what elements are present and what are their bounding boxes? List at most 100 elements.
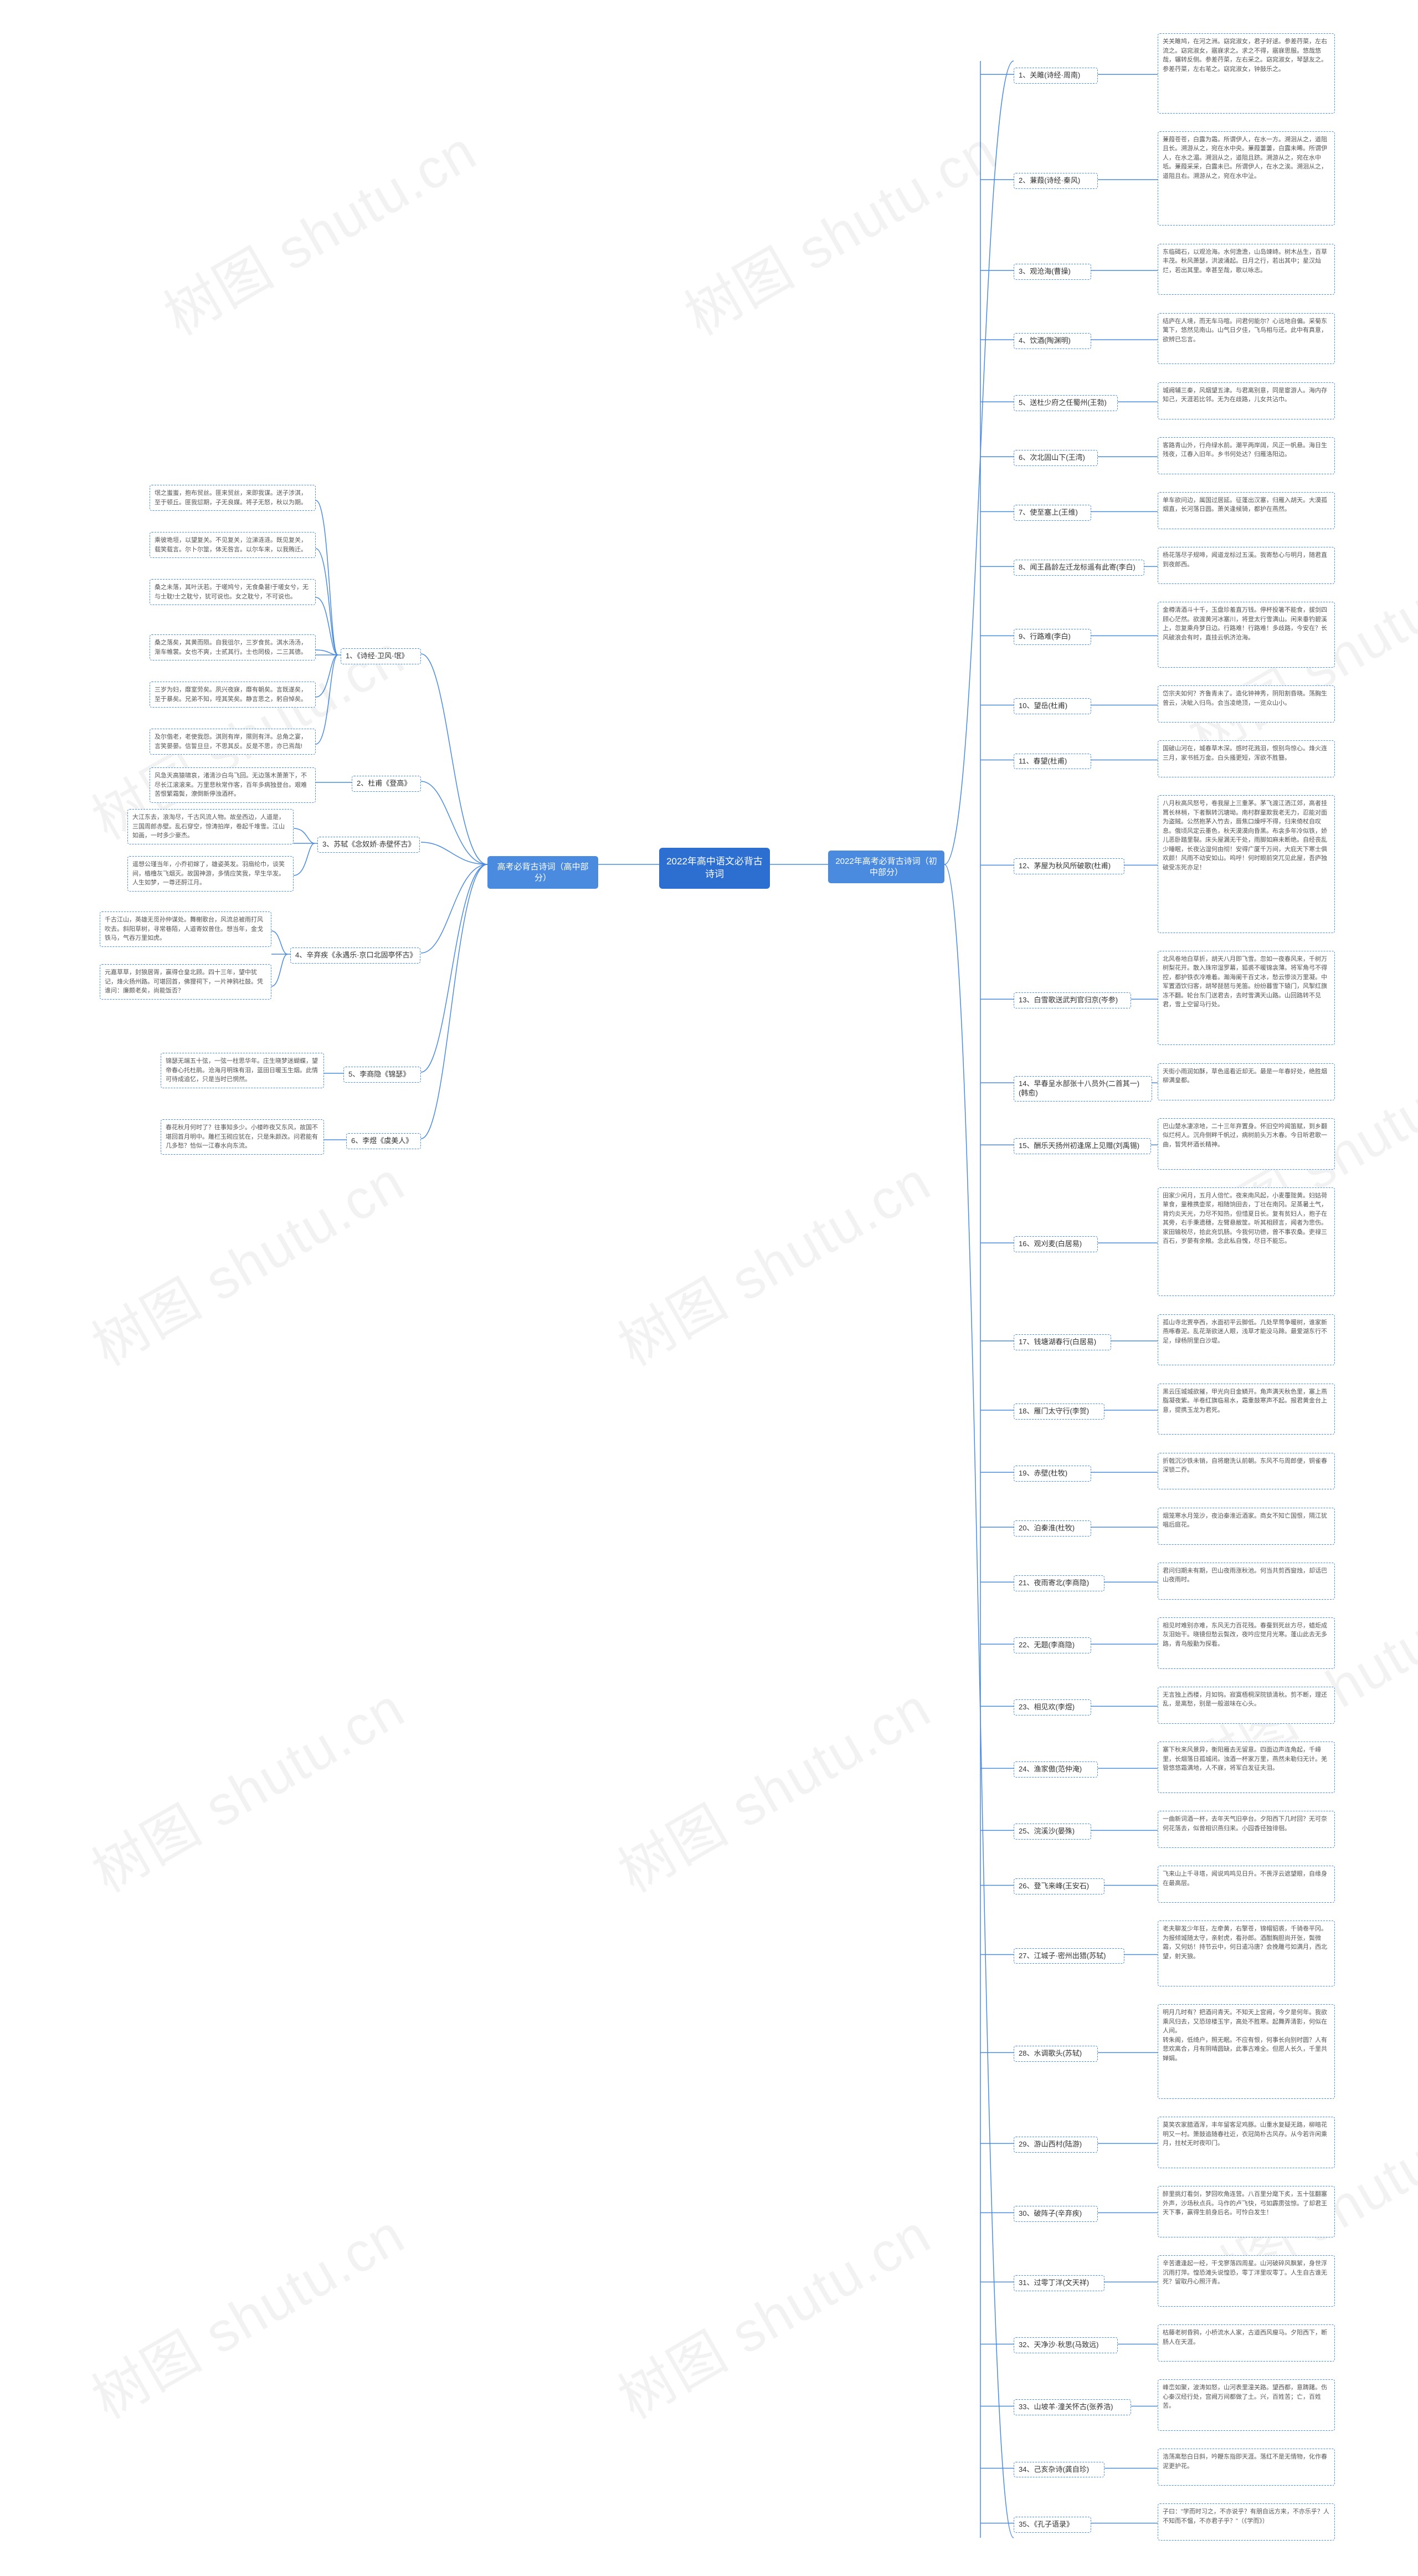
right-item-content: 醉里挑灯看剑，梦回吹角连营。八百里分麾下炙，五十弦翻塞外声，沙场秋点兵。马作的卢… [1158,2186,1335,2237]
right-item-title[interactable]: 12、茅屋为秋风所破歌(杜甫) [1014,858,1124,874]
left-item-content: 遥想公瑾当年，小乔初嫁了，雄姿英发。羽扇纶巾，谈笑间，樯橹灰飞烟灭。故国神游，多… [127,856,294,892]
right-item-title[interactable]: 30、破阵子(辛弃疾) [1014,2206,1098,2222]
right-item-content: 北风卷地白草折，胡天八月即飞雪。忽如一夜春风来，千树万树梨花开。散入珠帘湿罗幕，… [1158,951,1335,1046]
right-item-content: 国破山河在，城春草木深。感时花溅泪，恨别鸟惊心。烽火连三月，家书抵万金。白头搔更… [1158,740,1335,777]
right-item-title[interactable]: 34、己亥杂诗(龚自珍) [1014,2462,1104,2478]
left-item-title[interactable]: 4、辛弃疾《永遇乐·京口北固亭怀古》 [290,948,420,964]
right-item-content: 关关雎鸠，在河之洲。窈窕淑女，君子好逑。参差荇菜，左右流之。窈窕淑女，寤寐求之。… [1158,33,1335,114]
right-item-title[interactable]: 25、浣溪沙(晏殊) [1014,1824,1091,1840]
right-item-title[interactable]: 5、送杜少府之任蜀州(王勃) [1014,395,1118,411]
right-item-content: 孤山寺北贾亭西，水面初平云脚低。几处早莺争暖树，谁家新燕啄春泥。乱花渐欲迷人眼，… [1158,1314,1335,1366]
branch-right[interactable]: 2022年高考必背古诗词（初中部分） [828,851,944,883]
right-item-content: 塞下秋来风景异，衡阳雁去无留意。四面边声连角起，千嶂里，长烟落日孤城闭。浊酒一杯… [1158,1742,1335,1793]
right-item-title[interactable]: 8、闻王昌龄左迁龙标遥有此寄(李白) [1014,560,1144,576]
right-item-title[interactable]: 17、钱塘湖春行(白居易) [1014,1334,1111,1350]
right-item-content: 杨花落尽子规啼，闻道龙标过五溪。我寄愁心与明月，随君直到夜郎西。 [1158,547,1335,584]
right-item-content: 无言独上西楼，月如钩。寂寞梧桐深院锁清秋。剪不断，理还乱，是离愁，别是一般滋味在… [1158,1687,1335,1724]
left-item-content: 大江东去，浪淘尽，千古风流人物。故垒西边，人道是，三国周郎赤壁。乱石穿空，惊涛拍… [127,809,294,844]
right-item-title[interactable]: 6、次北固山下(王湾) [1014,450,1098,466]
right-item-content: 辛苦遭逢起一经，干戈寥落四周星。山河破碎风飘絮，身世浮沉雨打萍。惶恐滩头说惶恐，… [1158,2255,1335,2307]
watermark: 树图 shutu.cn [602,1138,943,1381]
right-item-title[interactable]: 13、白雪歌送武判官归京(岑参) [1014,992,1131,1008]
watermark: 树图 shutu.cn [668,107,1009,350]
right-item-content: 天街小雨润如酥，草色遥看近却无。最是一年春好处，绝胜烟柳满皇都。 [1158,1063,1335,1100]
left-item-content: 及尔偕老，老使我怨。淇则有岸，隰则有泮。总角之宴，言笑晏晏。信誓旦旦，不思其反。… [150,729,316,755]
right-item-title[interactable]: 10、望岳(杜甫) [1014,698,1091,714]
right-item-title[interactable]: 32、天净沙·秋思(马致远) [1014,2337,1118,2353]
right-item-title[interactable]: 23、相见欢(李煜) [1014,1699,1091,1715]
left-item-title[interactable]: 6、李煜《虞美人》 [346,1133,421,1149]
right-item-title[interactable]: 21、夜雨寄北(李商隐) [1014,1575,1104,1591]
right-item-title[interactable]: 1、关雎(诗经·周南) [1014,68,1098,84]
right-item-title[interactable]: 16、观刈麦(白居易) [1014,1236,1098,1252]
right-item-title[interactable]: 27、江城子·密州出猎(苏轼) [1014,1948,1124,1964]
watermark: 树图 shutu.cn [147,107,489,350]
right-item-content: 君问归期未有期，巴山夜雨涨秋池。何当共剪西窗烛，却话巴山夜雨时。 [1158,1563,1335,1600]
right-item-title[interactable]: 4、饮酒(陶渊明) [1014,333,1091,349]
root-node[interactable]: 2022年高中语文必背古诗词 [659,848,770,889]
right-item-title[interactable]: 14、早春呈水部张十八员外(二首其一)(韩愈) [1014,1076,1152,1102]
right-item-title[interactable]: 11、春望(杜甫) [1014,754,1091,770]
right-item-content: 浩荡离愁白日斜，吟鞭东指即天涯。落红不是无情物，化作春泥更护花。 [1158,2449,1335,2486]
left-item-title[interactable]: 2、杜甫《登高》 [352,776,421,792]
left-item-content: 乘彼垝垣，以望复关。不见复关，泣涕涟涟。既见复关，载笑载言。尔卜尔筮，体无咎言。… [150,532,316,558]
right-item-content: 峰峦如聚，波涛如怒，山河表里潼关路。望西都，意踌躇。伤心秦汉经行处，宫阙万间都做… [1158,2379,1335,2431]
left-item-content: 千古江山，英雄无觅孙仲谋处。舞榭歌台，风流总被雨打风吹去。斜阳草树，寻常巷陌，人… [100,911,271,947]
right-item-content: 八月秋高风怒号，卷我屋上三重茅。茅飞渡江洒江郊，高者挂罥长林梢，下者飘转沉塘坳。… [1158,795,1335,933]
right-item-title[interactable]: 26、登飞来峰(王安石) [1014,1878,1104,1894]
right-item-title[interactable]: 24、渔家傲(范仲淹) [1014,1761,1098,1778]
right-item-content: 折戟沉沙铁未销，自将磨洗认前朝。东风不与周郎便，铜雀春深锁二乔。 [1158,1453,1335,1490]
left-item-content: 风急天高猿啸哀，渚清沙白鸟飞回。无边落木萧萧下，不尽长江滚滚来。万里悲秋常作客，… [150,767,316,803]
right-item-content: 岱宗夫如何？齐鲁青未了。造化钟神秀，阴阳割昏晓。荡胸生曾云，决眦入归鸟。会当凌绝… [1158,685,1335,723]
right-item-title[interactable]: 35、《孔子语录》 [1014,2517,1091,2533]
right-item-title[interactable]: 9、行路难(李白) [1014,629,1091,645]
right-item-content: 老夫聊发少年狂，左牵黄，右擎苍，锦帽貂裘，千骑卷平冈。为报倾城随太守，亲射虎，看… [1158,1921,1335,1986]
right-item-content: 明月几时有？把酒问青天。不知天上宫阙，今夕是何年。我欲乘风归去，又恐琼楼玉宇，高… [1158,2004,1335,2099]
left-item-title[interactable]: 1、《诗经·卫风·氓》 [341,648,421,664]
left-item-content: 桑之落矣，其黄而陨。自我徂尔，三岁食贫。淇水汤汤，渐车帷裳。女也不爽，士贰其行。… [150,634,316,660]
right-item-content: 蒹葭苍苍，白露为霜。所谓伊人，在水一方。溯洄从之，道阻且长。溯游从之，宛在水中央… [1158,131,1335,226]
right-item-title[interactable]: 20、泊秦淮(杜牧) [1014,1520,1091,1537]
right-item-content: 结庐在人境，而无车马喧。问君何能尔？心远地自偏。采菊东篱下，悠然见南山。山气日夕… [1158,313,1335,365]
right-item-content: 枯藤老树昏鸦，小桥流水人家，古道西风瘦马。夕阳西下，断肠人在天涯。 [1158,2324,1335,2362]
right-item-title[interactable]: 7、使至塞上(王维) [1014,505,1091,521]
right-item-content: 莫笑农家腊酒浑，丰年留客足鸡豚。山重水复疑无路，柳暗花明又一村。箫鼓追随春社近，… [1158,2117,1335,2168]
right-item-title[interactable]: 18、雁门太守行(李贺) [1014,1404,1104,1420]
left-item-content: 元嘉草草，封狼居胥，赢得仓皇北顾。四十三年，望中犹记，烽火扬州路。可堪回首，佛狸… [100,964,271,1000]
watermark: 树图 shutu.cn [75,1664,417,1907]
left-item-title[interactable]: 3、苏轼《念奴娇·赤壁怀古》 [317,837,420,853]
branch-left[interactable]: 高考必背古诗词（高中部分） [487,856,598,889]
right-item-title[interactable]: 3、观沧海(曹操) [1014,264,1091,280]
right-item-content: 飞来山上千寻塔，闻说鸡鸣见日升。不畏浮云遮望眼，自缘身在最高层。 [1158,1866,1335,1903]
right-item-title[interactable]: 28、水调歌头(苏轼) [1014,2046,1098,2062]
right-item-title[interactable]: 29、游山西村(陆游) [1014,2137,1098,2153]
right-item-content: 相见时难别亦难，东风无力百花残。春蚕到死丝方尽，蜡炬成灰泪始干。晓镜但愁云鬓改，… [1158,1617,1335,1669]
right-item-content: 田家少闲月，五月人倍忙。夜来南风起，小麦覆陇黄。妇姑荷箪食，童稚携壶浆，相随饷田… [1158,1187,1335,1297]
watermark: 树图 shutu.cn [602,1664,943,1907]
left-item-content: 春花秋月何时了？往事知多少。小楼昨夜又东风，故国不堪回首月明中。雕栏玉砌应犹在，… [161,1119,324,1155]
right-item-title[interactable]: 2、蒹葭(诗经·秦风) [1014,173,1098,189]
right-item-title[interactable]: 22、无题(李商隐) [1014,1637,1091,1653]
left-item-content: 锦瑟无端五十弦，一弦一柱思华年。庄生晓梦迷蝴蝶，望帝春心托杜鹃。沧海月明珠有泪，… [161,1053,324,1088]
right-item-content: 一曲新词酒一杯，去年天气旧亭台。夕阳西下几时回？无可奈何花落去，似曾相识燕归来。… [1158,1811,1335,1848]
right-item-content: 东临碣石，以观沧海。水何澹澹，山岛竦峙。树木丛生，百草丰茂。秋风萧瑟，洪波涌起。… [1158,244,1335,295]
left-item-content: 氓之蚩蚩，抱布贸丝。匪来贸丝，来即我谋。送子涉淇，至于顿丘。匪我愆期，子无良媒。… [150,485,316,511]
watermark: 树图 shutu.cn [75,2190,417,2434]
watermark: 树图 shutu.cn [602,2190,943,2434]
right-item-title[interactable]: 15、酬乐天扬州初逢席上见赠(刘禹锡) [1014,1138,1151,1154]
right-item-title[interactable]: 33、山坡羊·潼关怀古(张养浩) [1014,2399,1131,2415]
right-item-content: 金樽清酒斗十千，玉盘珍羞直万钱。停杯投箸不能食，拔剑四顾心茫然。欲渡黄河冰塞川，… [1158,602,1335,668]
right-item-title[interactable]: 31、过零丁洋(文天祥) [1014,2275,1104,2291]
right-item-content: 城阙辅三秦，风烟望五津。与君离别意，同是宦游人。海内存知己，天涯若比邻。无为在歧… [1158,382,1335,419]
watermark: 树图 shutu.cn [75,1138,417,1381]
right-item-content: 单车欲问边，属国过居延。征蓬出汉塞，归雁入胡天。大漠孤烟直，长河落日圆。萧关逢候… [1158,492,1335,529]
right-item-content: 烟笼寒水月笼沙，夜泊秦淮近酒家。商女不知亡国恨，隔江犹唱后庭花。 [1158,1508,1335,1545]
right-item-content: 黑云压城城欲摧，甲光向日金鳞开。角声满天秋色里，塞上燕脂凝夜紫。半卷红旗临易水，… [1158,1384,1335,1435]
left-item-content: 三岁为妇，靡室劳矣。夙兴夜寐，靡有朝矣。言既遂矣，至于暴矣。兄弟不知，咥其笑矣。… [150,682,316,708]
right-item-content: 客路青山外，行舟绿水前。潮平两岸阔，风正一帆悬。海日生残夜，江春入旧年。乡书何处… [1158,437,1335,474]
left-item-title[interactable]: 5、李商隐《锦瑟》 [343,1067,421,1083]
right-item-content: 子曰："学而时习之，不亦说乎？有朋自远方来，不亦乐乎？人不知而不愠，不亦君子乎？… [1158,2503,1335,2541]
mindmap-canvas: 树图 shutu.cn 树图 shutu.cn 树图 shutu.cn 树图 s… [0,0,1418,2576]
right-item-content: 巴山楚水凄凉地，二十三年弃置身。怀旧空吟闻笛赋，到乡翻似烂柯人。沉舟侧畔千帆过，… [1158,1118,1335,1170]
right-item-title[interactable]: 19、赤壁(杜牧) [1014,1466,1091,1482]
